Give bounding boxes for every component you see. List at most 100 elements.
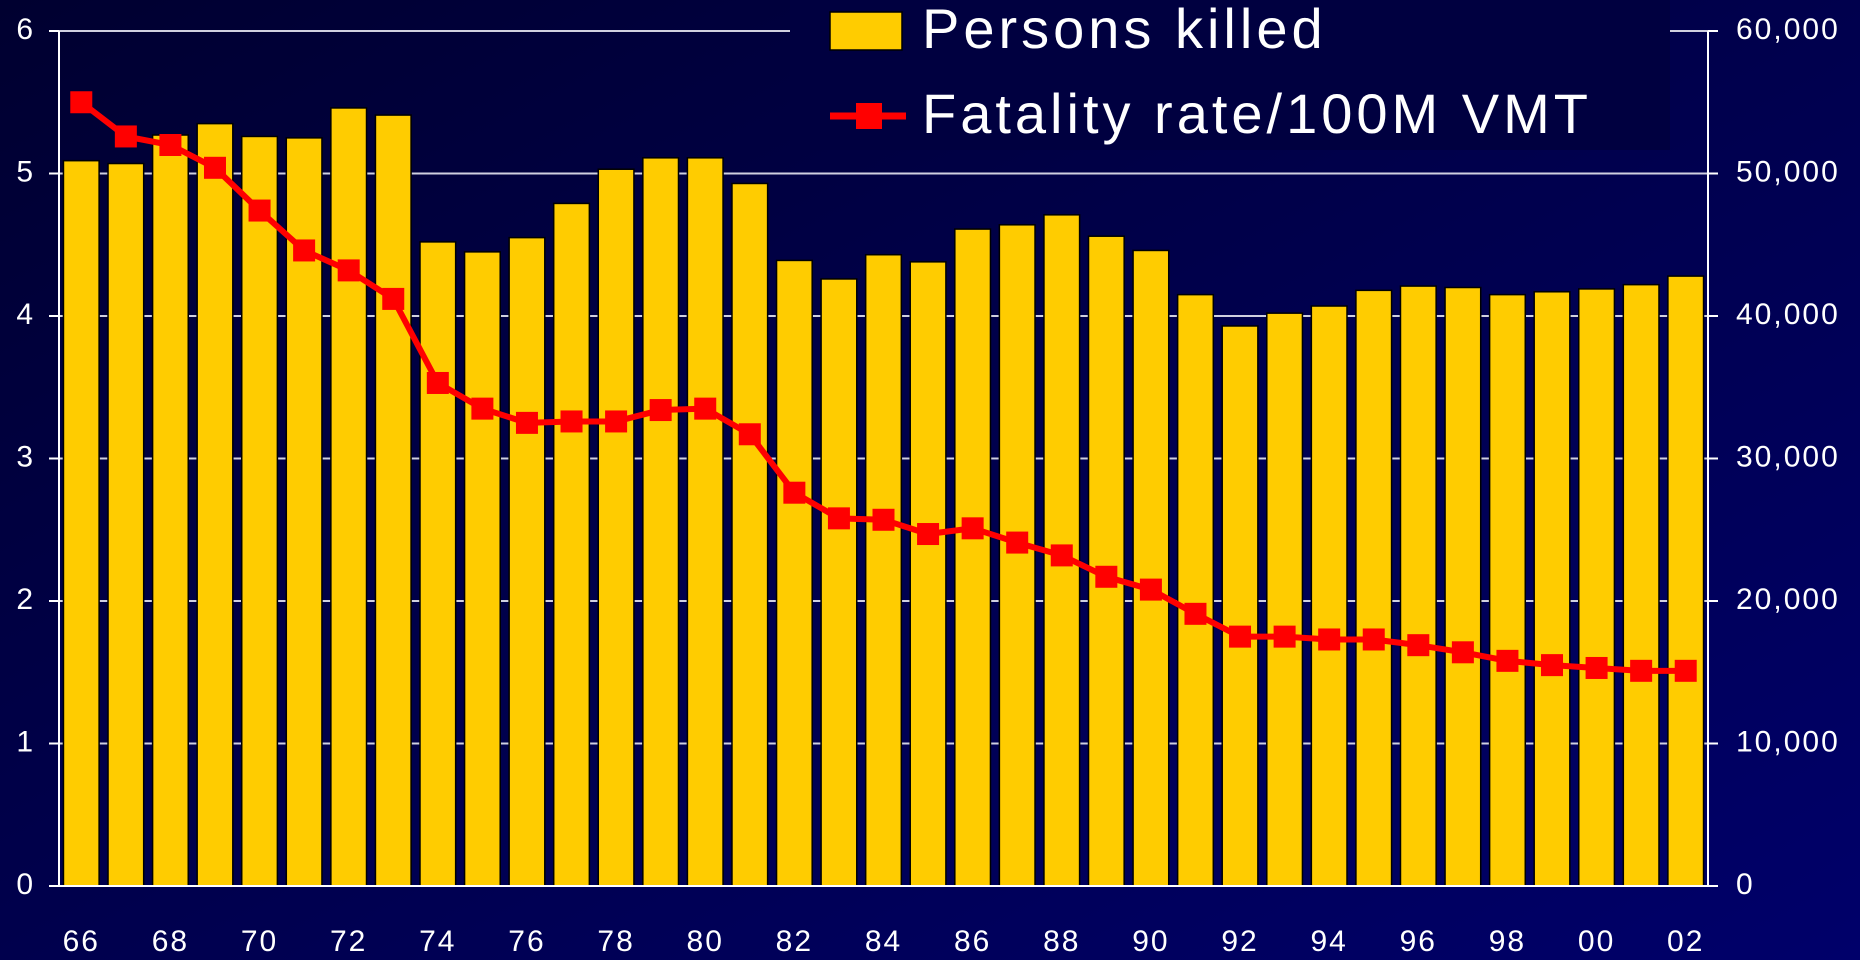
bar	[151, 134, 189, 887]
y2-tick-label: 10,000	[1736, 725, 1840, 758]
marker	[872, 508, 895, 531]
bar	[1444, 286, 1482, 887]
y2-tick-label: 60,000	[1736, 13, 1840, 46]
x-tick-label: 92	[1221, 925, 1258, 958]
marker	[738, 423, 761, 446]
bar	[1399, 285, 1437, 887]
x-tick-label: 86	[954, 925, 991, 958]
marker	[1139, 578, 1162, 601]
marker	[961, 517, 984, 540]
marker	[827, 507, 850, 530]
bar	[864, 253, 903, 887]
bar	[1221, 325, 1259, 887]
y2-tick-label: 50,000	[1736, 155, 1840, 188]
x-tick-label: 66	[63, 925, 100, 958]
x-tick-label: 72	[330, 925, 367, 958]
marker	[694, 397, 717, 420]
marker	[1362, 628, 1385, 651]
bar	[240, 135, 279, 887]
bar	[1533, 291, 1571, 887]
x-tick-label: 88	[1043, 925, 1080, 958]
bar	[508, 236, 546, 887]
bar	[1087, 235, 1125, 887]
bar	[597, 168, 635, 887]
bar	[1132, 249, 1170, 887]
bar	[1578, 288, 1616, 887]
marker	[605, 410, 628, 433]
bar	[1266, 312, 1304, 887]
x-tick-label: 76	[508, 925, 545, 958]
marker	[382, 287, 405, 310]
x-tick-label: 94	[1310, 925, 1347, 958]
x-tick-label: 00	[1578, 925, 1615, 958]
marker	[70, 91, 93, 114]
marker	[159, 134, 182, 156]
bar	[1355, 289, 1393, 887]
marker	[560, 410, 583, 433]
bar	[642, 157, 680, 887]
marker	[783, 481, 806, 504]
y2-tick-label: 40,000	[1736, 298, 1840, 331]
y-tick-label: 3	[16, 440, 35, 473]
bar	[731, 182, 769, 887]
marker	[203, 156, 226, 179]
marker	[1630, 659, 1653, 682]
legend-swatch	[829, 11, 903, 51]
bar	[196, 122, 234, 887]
y-tick-label: 0	[16, 868, 35, 901]
bar	[1667, 275, 1705, 887]
y-tick-label: 1	[16, 725, 35, 758]
marker	[1095, 565, 1118, 588]
marker	[1407, 634, 1430, 657]
bar	[820, 278, 858, 887]
bar	[374, 114, 412, 887]
bar	[419, 241, 457, 887]
x-tick-label: 70	[241, 925, 278, 958]
marker	[1184, 602, 1207, 625]
marker	[1273, 625, 1296, 648]
marker	[1229, 625, 1252, 648]
marker	[471, 397, 494, 420]
marker	[1318, 628, 1341, 651]
marker	[426, 371, 449, 394]
y-tick-label: 5	[16, 155, 35, 188]
bar	[1176, 293, 1215, 887]
x-tick-label: 80	[687, 925, 724, 958]
bar	[686, 157, 724, 887]
bar	[1622, 283, 1660, 887]
marker	[1541, 654, 1564, 677]
x-tick-label: 78	[597, 925, 634, 958]
y-tick-label: 4	[16, 298, 35, 331]
bar	[909, 261, 947, 887]
marker	[649, 399, 672, 422]
marker	[1585, 656, 1608, 679]
y2-tick-label: 30,000	[1736, 440, 1840, 473]
legend-text: Persons killed	[922, 0, 1327, 60]
x-tick-label: 02	[1667, 925, 1704, 958]
marker	[337, 259, 360, 282]
x-tick-label: 68	[152, 925, 189, 958]
x-tick-label: 82	[776, 925, 813, 958]
marker	[248, 199, 271, 222]
marker	[1451, 641, 1474, 664]
bar	[1488, 293, 1527, 887]
y2-tick-label: 20,000	[1736, 583, 1840, 616]
bar	[463, 251, 501, 887]
x-tick-label: 96	[1400, 925, 1437, 958]
y-tick-label: 6	[16, 13, 35, 46]
marker	[515, 411, 538, 434]
bar	[285, 137, 323, 887]
bar	[954, 228, 992, 887]
bar	[62, 159, 100, 887]
bar	[107, 162, 145, 887]
legend-text: Fatality rate/100M VMT	[922, 82, 1592, 145]
bar	[552, 202, 591, 887]
marker	[1496, 649, 1519, 672]
x-tick-label: 90	[1132, 925, 1169, 958]
bar	[330, 107, 368, 887]
marker	[1006, 531, 1029, 554]
x-tick-label: 98	[1489, 925, 1526, 958]
legend-marker	[856, 103, 882, 129]
